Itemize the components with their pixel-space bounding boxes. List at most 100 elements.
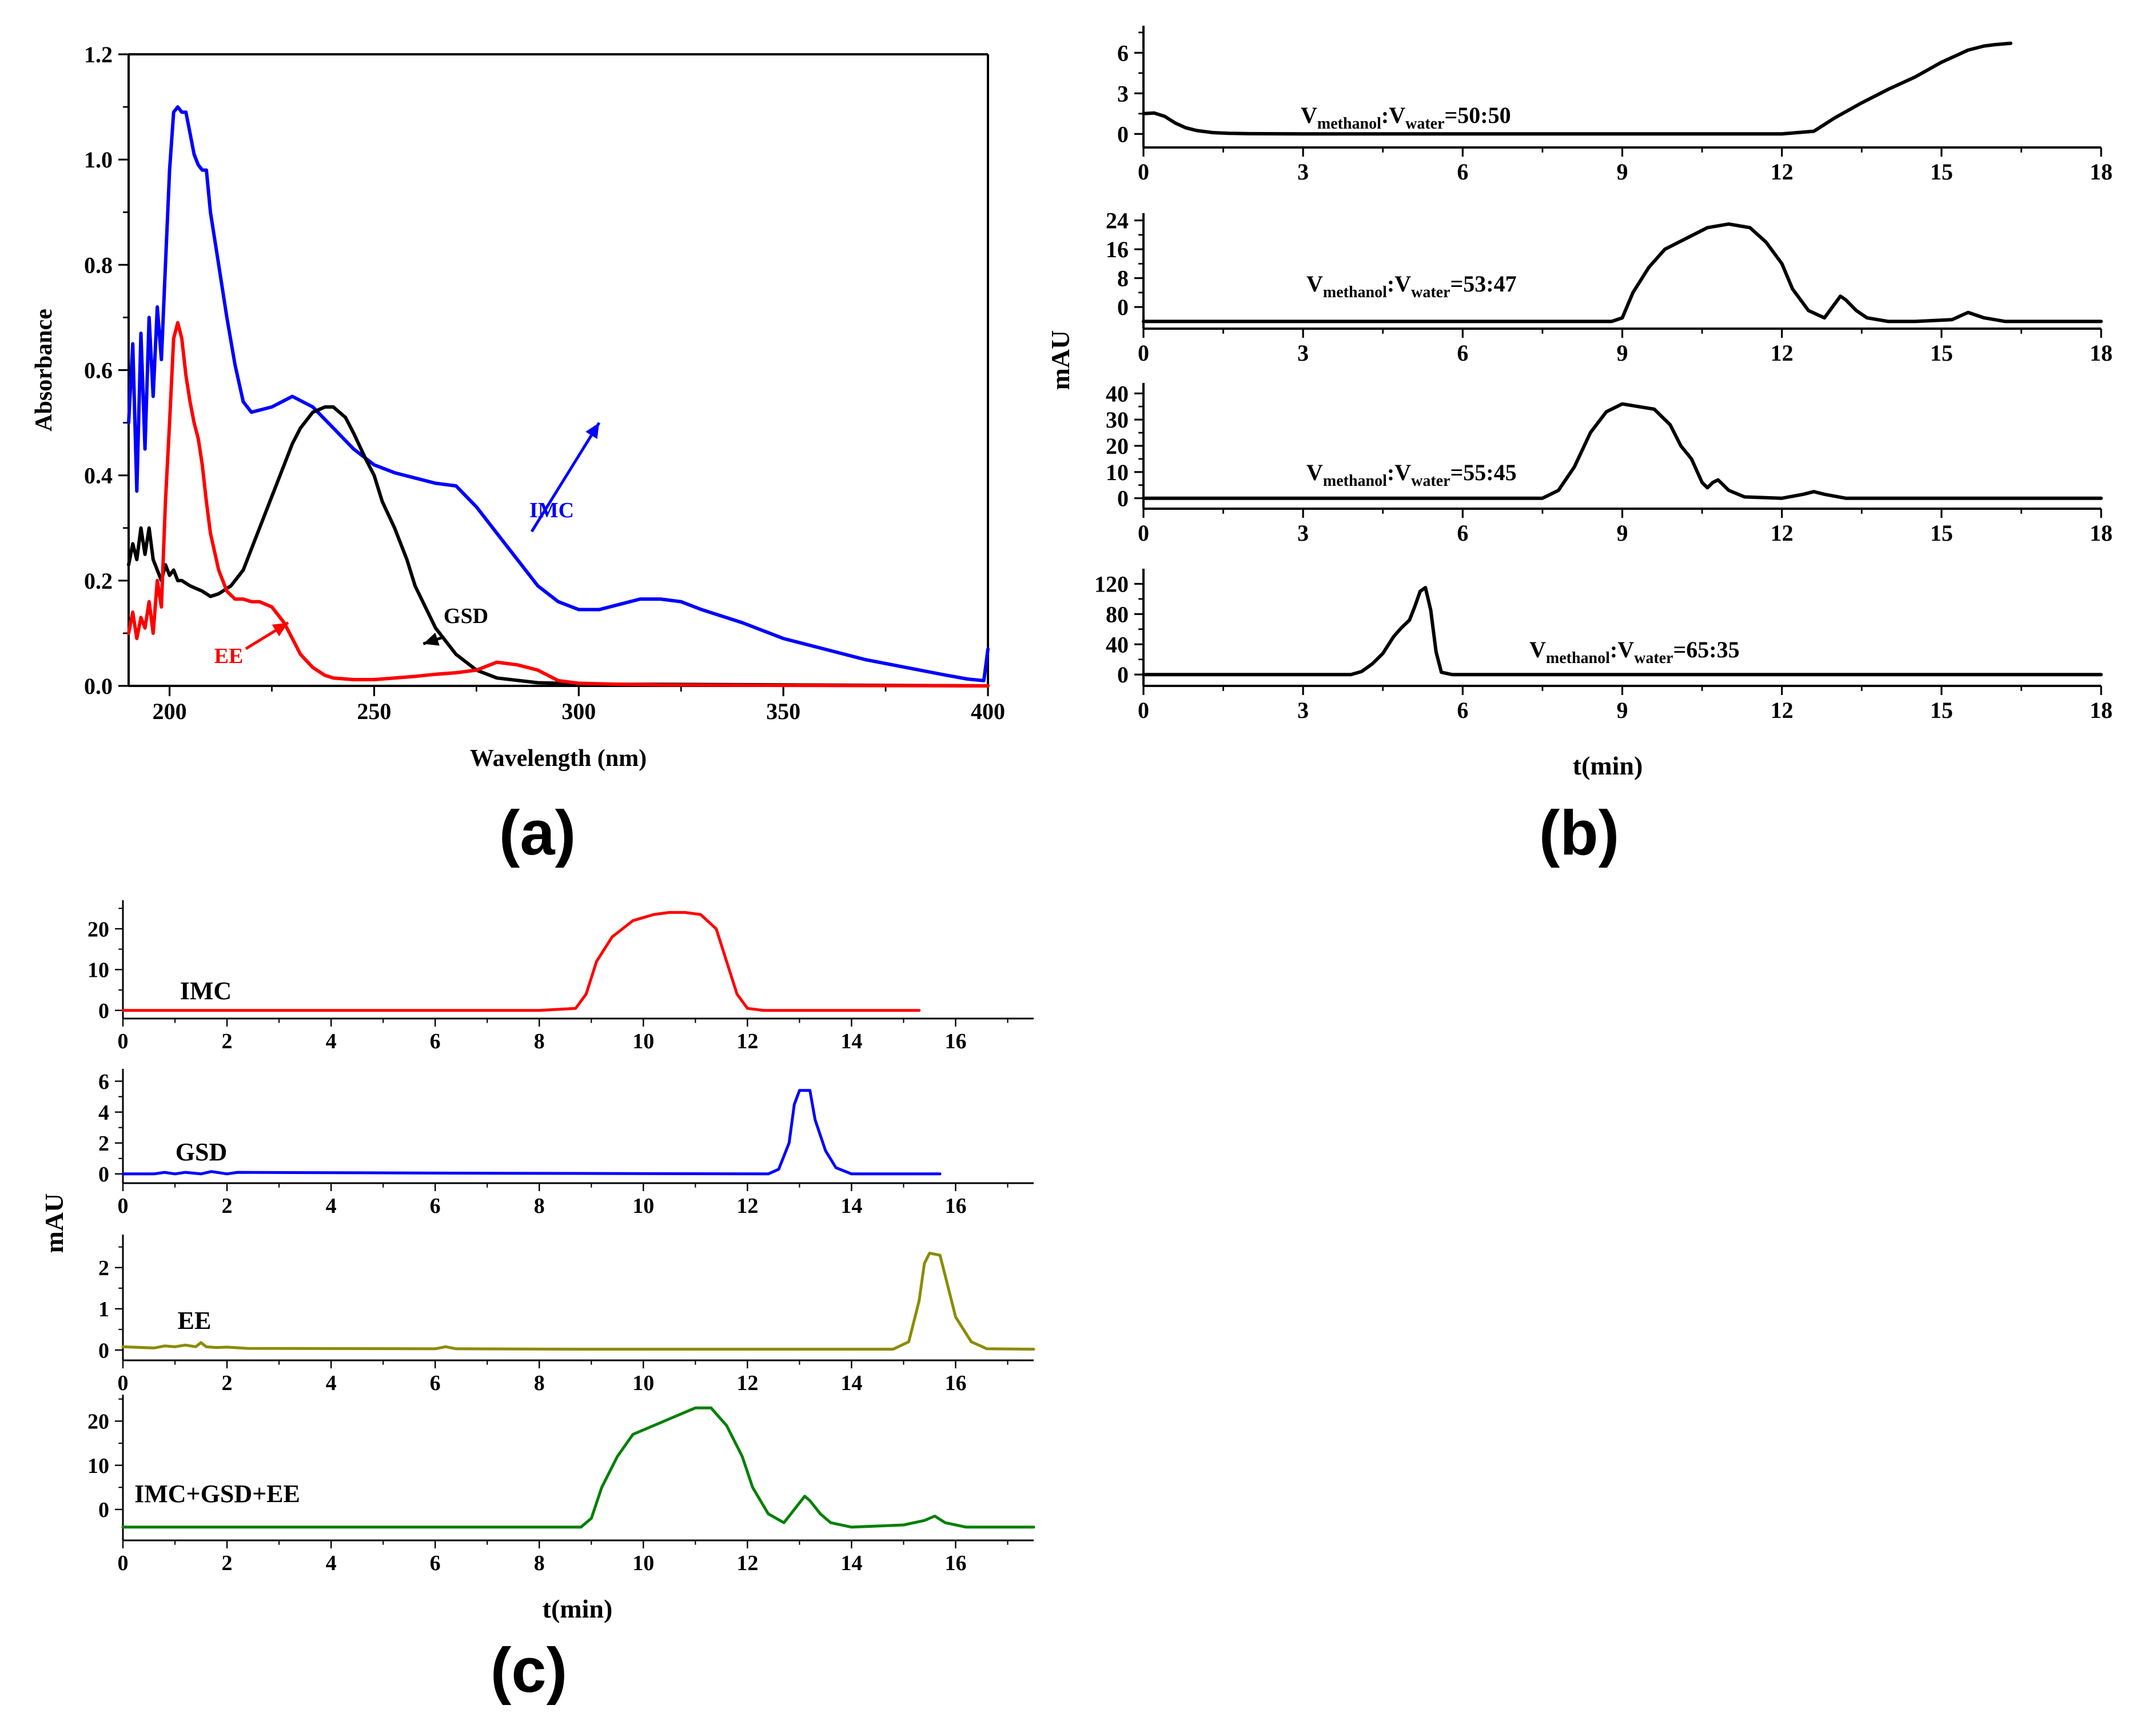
- panel-b-label: (b): [1539, 798, 1619, 868]
- x-tick-label: 400: [971, 698, 1005, 724]
- y-tick-label: 0.0: [84, 673, 113, 699]
- x-tick-label: 6: [1457, 697, 1468, 723]
- y-tick-label: 2: [98, 1132, 109, 1156]
- x-tick-label: 4: [326, 1194, 337, 1218]
- x-tick-label: 2: [222, 1029, 233, 1053]
- condition-label-part: methanol: [1323, 283, 1387, 301]
- x-tick-label: 6: [1457, 340, 1468, 366]
- x-tick-label: 12: [1771, 520, 1794, 546]
- x-tick-label: 8: [534, 1029, 545, 1053]
- x-tick-label: 16: [945, 1371, 966, 1395]
- x-tick-label: 8: [534, 1194, 545, 1218]
- x-tick-label: 6: [430, 1551, 441, 1575]
- y-tick-label: 30: [1106, 407, 1129, 433]
- x-tick-label: 9: [1617, 520, 1628, 546]
- condition-label-part: methanol: [1546, 649, 1610, 667]
- y-tick-label: 2: [98, 1256, 109, 1280]
- condition-label-part: V: [1389, 102, 1405, 128]
- condition-label-part: water: [1634, 649, 1673, 667]
- x-tick-label: 2: [222, 1551, 233, 1575]
- y-tick-label: 10: [1106, 460, 1129, 485]
- condition-label-part: water: [1411, 472, 1450, 490]
- series-line-ee: [127, 321, 990, 688]
- panel-a-label: (a): [499, 798, 576, 868]
- chromatogram-line-b4: [1142, 586, 2103, 677]
- x-tick-label: 300: [561, 698, 596, 724]
- trace-label: IMC: [180, 977, 232, 1005]
- x-tick-label: 12: [736, 1194, 758, 1218]
- x-tick-label: 2: [222, 1371, 233, 1395]
- x-axis-title: Wavelength (nm): [470, 745, 647, 772]
- x-tick-label: 15: [1930, 520, 1953, 546]
- y-tick-label: 0: [1117, 486, 1129, 512]
- x-tick-label: 0: [118, 1194, 129, 1218]
- x-tick-label: 350: [766, 698, 800, 724]
- y-tick-label: 80: [1106, 601, 1129, 627]
- x-tick-label: 6: [1457, 159, 1468, 185]
- annotation-ee: EE: [214, 644, 244, 668]
- annotation-gsd: GSD: [444, 604, 488, 628]
- x-tick-label: 18: [2090, 520, 2113, 546]
- x-tick-label: 12: [1771, 159, 1794, 185]
- chromatogram-line-b2: [1142, 222, 2103, 324]
- x-tick-label: 18: [2090, 159, 2113, 185]
- y-axis-title: mAU: [1046, 330, 1075, 390]
- y-tick-label: 1.0: [84, 147, 113, 173]
- trace-label: IMC+GSD+EE: [134, 1480, 300, 1508]
- x-tick-label: 16: [945, 1551, 966, 1575]
- arrow-imc: [530, 422, 601, 533]
- condition-label-part: methanol: [1317, 115, 1381, 133]
- condition-label-part: :: [1381, 102, 1389, 128]
- x-tick-label: 6: [430, 1029, 441, 1053]
- x-tick-label: 9: [1617, 159, 1628, 185]
- chromatogram-line-imc: [121, 911, 921, 1012]
- y-tick-label: 1.2: [84, 42, 113, 67]
- x-tick-label: 14: [840, 1194, 862, 1218]
- x-tick-label: 4: [326, 1029, 337, 1053]
- y-tick-label: 10: [87, 959, 109, 983]
- x-tick-label: 8: [534, 1551, 545, 1575]
- y-tick-label: 0.8: [84, 252, 113, 278]
- x-tick-label: 14: [840, 1029, 862, 1053]
- condition-label-part: V: [1529, 637, 1546, 662]
- y-tick-label: 16: [1106, 237, 1129, 262]
- y-tick-label: 0: [98, 1163, 109, 1187]
- chromatogram-line-imc-gsd-ee: [121, 1406, 1035, 1529]
- x-tick-label: 15: [1930, 159, 1953, 185]
- y-tick-label: 0.4: [84, 463, 113, 489]
- y-tick-label: 0.6: [84, 358, 113, 384]
- condition-label: Vmethanol:Vwater=55:45: [1306, 460, 1517, 490]
- x-tick-label: 10: [632, 1551, 654, 1575]
- x-tick-label: 250: [357, 698, 391, 724]
- chromatogram-line-ee: [121, 1252, 1035, 1351]
- x-tick-label: 16: [945, 1194, 966, 1218]
- x-tick-label: 3: [1297, 697, 1309, 723]
- x-tick-label: 2: [222, 1194, 233, 1218]
- x-tick-label: 18: [2090, 697, 2113, 723]
- condition-label-part: =53:47: [1450, 271, 1517, 297]
- x-tick-label: 0: [1138, 340, 1149, 366]
- y-tick-label: 6: [1117, 40, 1129, 66]
- arrow-ee-head: [272, 622, 289, 637]
- x-tick-label: 6: [1457, 520, 1468, 546]
- x-tick-label: 0: [118, 1551, 129, 1575]
- x-tick-label: 6: [430, 1371, 441, 1395]
- y-tick-label: 24: [1106, 208, 1129, 234]
- x-tick-label: 15: [1930, 340, 1953, 366]
- y-tick-label: 0: [98, 1339, 109, 1363]
- series-line-imc: [127, 105, 990, 682]
- condition-label-part: V: [1617, 637, 1634, 662]
- y-tick-label: 20: [1106, 433, 1129, 459]
- x-tick-label: 0: [1138, 520, 1149, 546]
- x-tick-label: 200: [153, 698, 187, 724]
- condition-label-part: V: [1306, 460, 1323, 485]
- condition-label-part: V: [1394, 460, 1411, 485]
- x-tick-label: 0: [1138, 159, 1149, 185]
- y-tick-label: 0: [1117, 662, 1129, 688]
- chromatogram-line-gsd: [121, 1089, 942, 1176]
- x-tick-label: 8: [534, 1371, 545, 1395]
- condition-label-part: :: [1610, 637, 1617, 662]
- x-tick-label: 10: [632, 1194, 654, 1218]
- condition-label: Vmethanol:Vwater=53:47: [1306, 271, 1517, 301]
